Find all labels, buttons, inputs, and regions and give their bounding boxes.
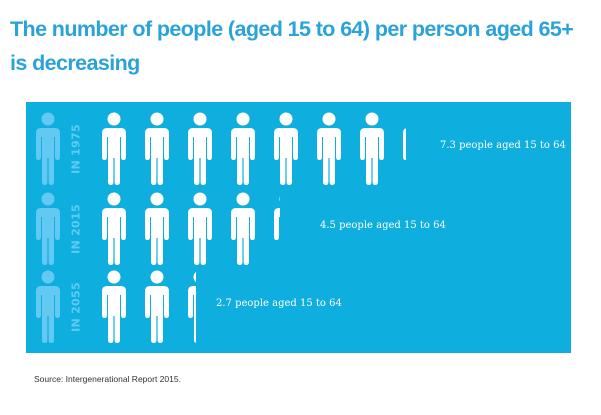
person-icon [316, 112, 342, 186]
person-icon [35, 192, 61, 266]
person-icon [101, 192, 127, 266]
ratio-label: 7.3 people aged 15 to 64 [440, 140, 566, 151]
person-icon [230, 192, 256, 266]
page-title: The number of people (aged 15 to 64) per… [10, 17, 574, 75]
year-label: IN 1975 [69, 124, 83, 174]
person-icon [101, 112, 127, 186]
person-icon [35, 112, 61, 186]
person-icon [230, 112, 256, 186]
person-icon [144, 192, 170, 266]
person-icon [273, 112, 299, 186]
person-icon-partial [187, 270, 196, 344]
person-icon [144, 112, 170, 186]
person-icon [187, 112, 213, 186]
row-1975: IN 1975 7.3 people aged 15 to 64 [26, 112, 571, 190]
ratio-label: 2.7 people aged 15 to 64 [216, 298, 342, 309]
person-icon [101, 270, 127, 344]
ratio-label: 4.5 people aged 15 to 64 [320, 220, 446, 231]
year-label: IN 2055 [69, 282, 83, 332]
person-icon-partial [402, 112, 406, 186]
row-2055: IN 2055 2.7 people aged 15 to 64 [26, 270, 571, 348]
person-icon [359, 112, 385, 186]
infographic-panel: IN 1975 7.3 people aged 15 to 64 IN 2015… [26, 102, 571, 353]
row-2015: IN 2015 4.5 people aged 15 to 64 [26, 192, 571, 270]
year-label: IN 2015 [69, 204, 83, 254]
person-icon-partial [273, 192, 280, 266]
source-note: Source: Intergenerational Report 2015. [34, 374, 181, 384]
person-icon [35, 270, 61, 344]
person-icon [144, 270, 170, 344]
person-icon [187, 192, 213, 266]
